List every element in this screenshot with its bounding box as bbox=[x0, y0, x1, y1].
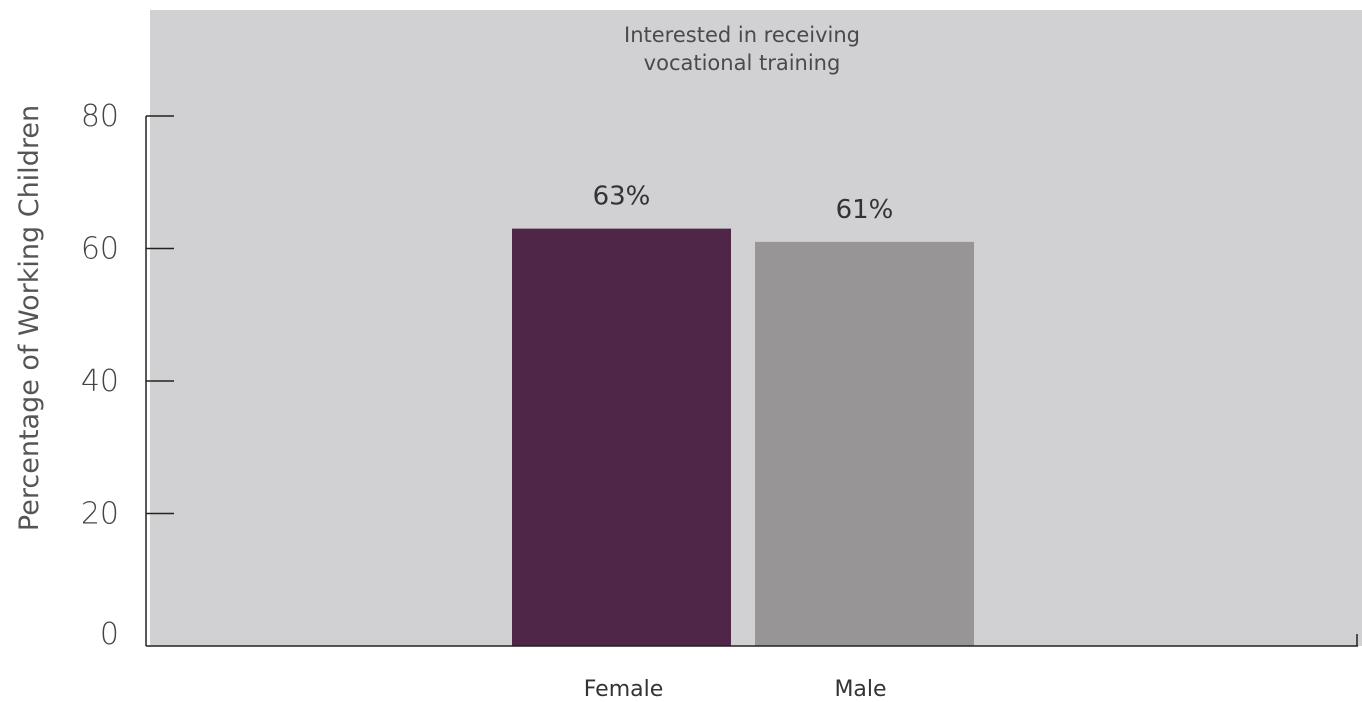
value-label-male: 61% bbox=[836, 195, 894, 225]
bar-male bbox=[755, 241, 974, 646]
x-axis: Female Male bbox=[146, 634, 1358, 702]
y-tick-label: 80 bbox=[81, 99, 119, 134]
y-tick-label: 60 bbox=[81, 232, 119, 267]
x-tick-label-female: Female bbox=[584, 677, 664, 702]
y-tick-label: 20 bbox=[81, 497, 119, 532]
value-labels: 63% 61% bbox=[593, 182, 894, 225]
y-tick-label: 0 bbox=[100, 617, 119, 652]
y-axis: 0 20 40 60 80 bbox=[81, 99, 174, 652]
value-label-female: 63% bbox=[593, 182, 651, 212]
y-axis-label: Percentage of Working Children bbox=[14, 105, 45, 531]
bar-female bbox=[512, 228, 731, 646]
chart-title-line-2: vocational training bbox=[644, 51, 841, 75]
y-tick-label: 40 bbox=[81, 364, 119, 399]
x-tick-label-male: Male bbox=[834, 677, 886, 702]
chart-title-line-1: Interested in receiving bbox=[624, 23, 860, 47]
bars bbox=[512, 228, 974, 646]
